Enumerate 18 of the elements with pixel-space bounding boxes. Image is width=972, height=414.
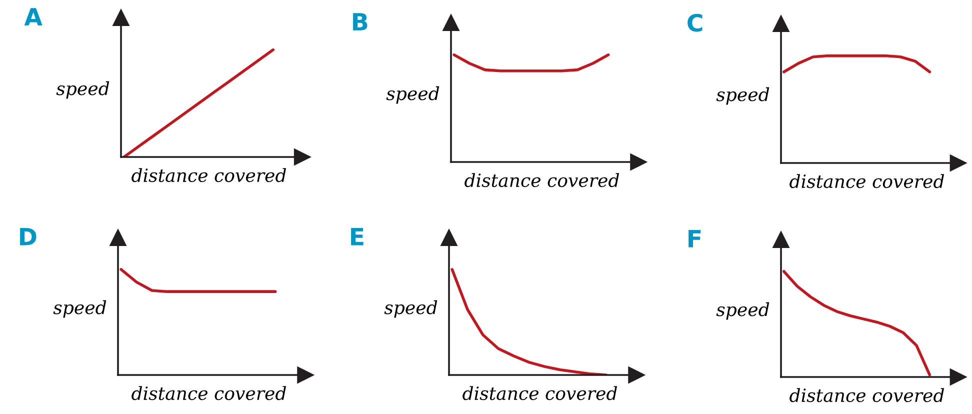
chart-title: F [688, 230, 701, 248]
chart-title: E [351, 228, 364, 246]
chart-title: A [24, 8, 42, 26]
x-axis-title: distance covered [462, 386, 618, 400]
x-axis-title: distance covered [132, 168, 286, 182]
chart-title: D [20, 228, 36, 246]
y-axis-title: speed [56, 81, 110, 99]
y-axis-title: speed [716, 302, 770, 320]
chart-title: B [353, 13, 368, 30]
x-axis-title: distance covered [790, 174, 944, 188]
y-axis-title: speed [386, 86, 440, 104]
y-axis-title: speed [53, 300, 106, 318]
y-axis-title: speed [384, 300, 438, 318]
y-axis-title: speed [716, 87, 770, 105]
chart-title: C [688, 14, 702, 32]
x-axis-title: distance covered [132, 386, 286, 400]
x-axis-title: distance covered [790, 388, 944, 402]
x-axis-title: distance covered [464, 173, 620, 188]
